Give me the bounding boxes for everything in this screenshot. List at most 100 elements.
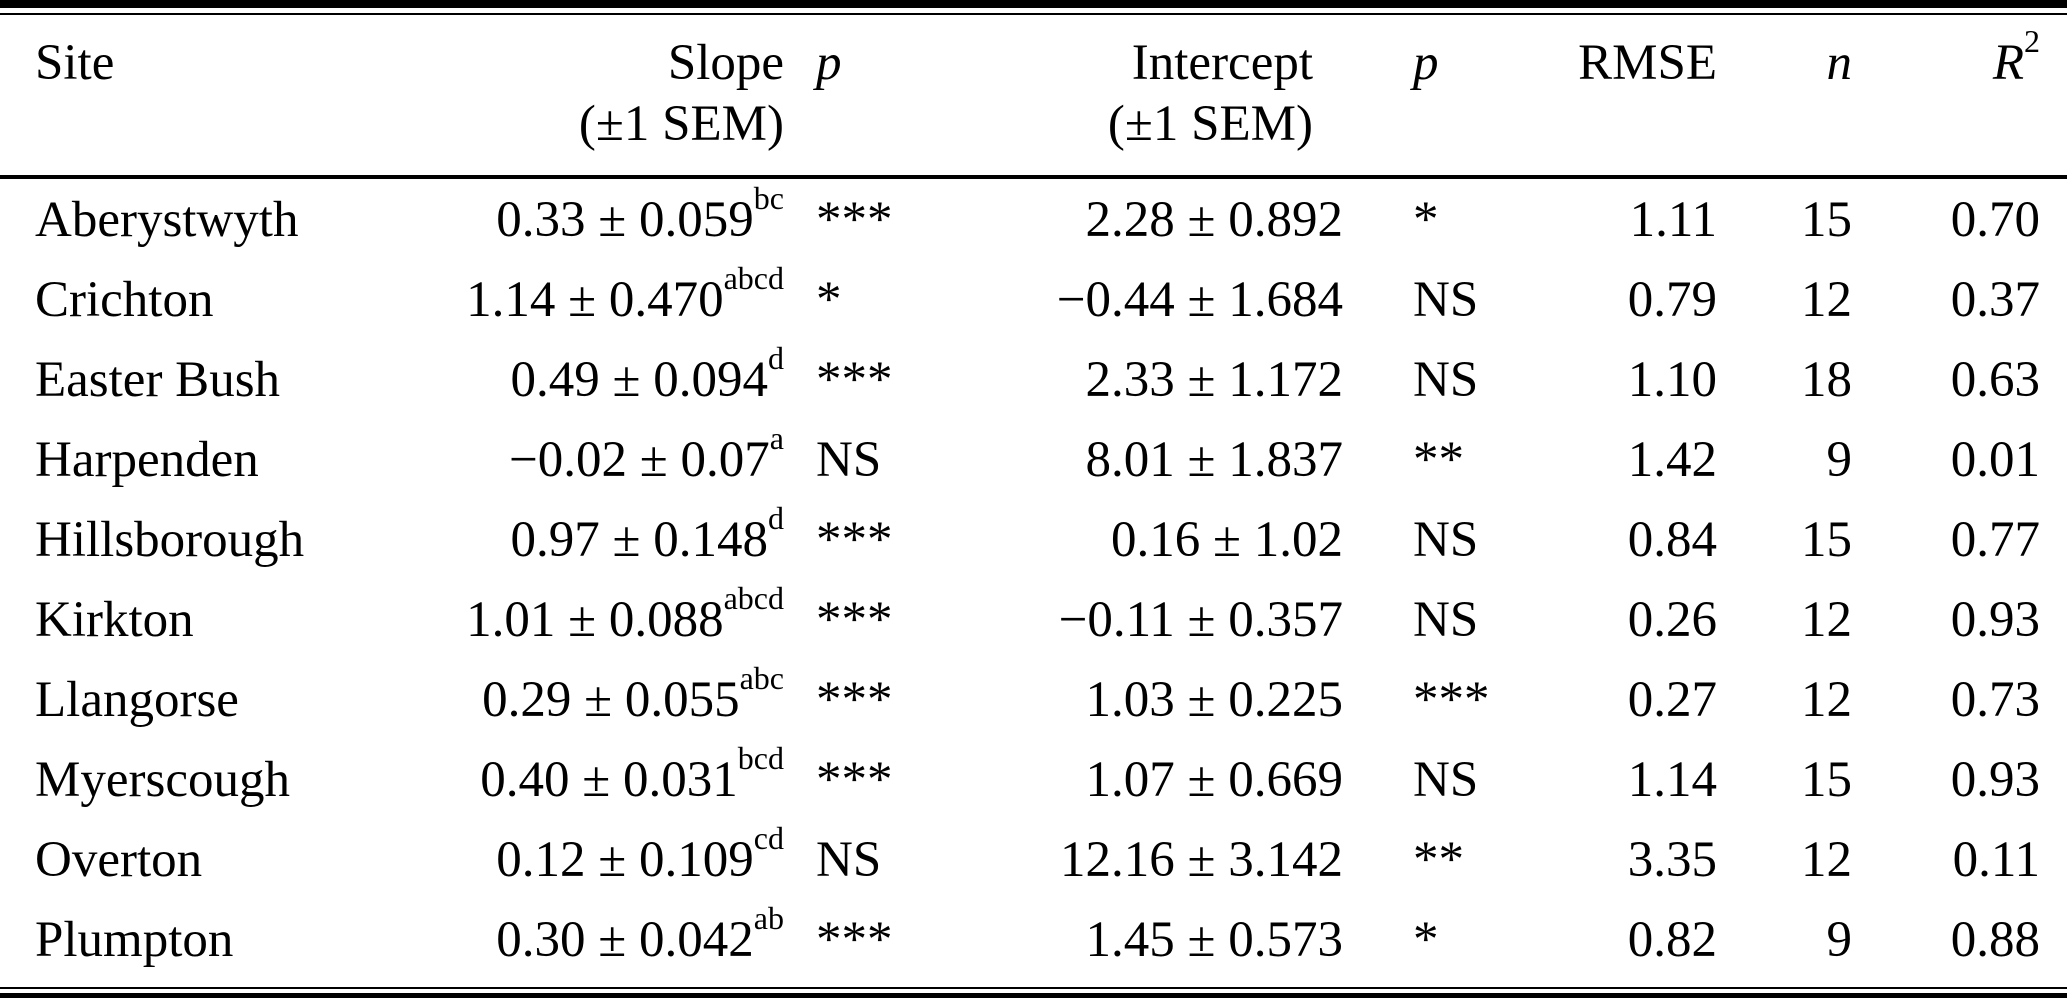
cell-n: 12: [1801, 832, 1852, 888]
table-row: Aberystwyth 0.33 ± 0.059bc *** 2.28 ± 0.…: [0, 177, 2067, 263]
slope-value: 0.40 ± 0.031: [480, 752, 738, 808]
slope-superscript: ab: [753, 900, 784, 936]
cell-slope: 0.49 ± 0.094d: [380, 340, 790, 423]
header-row: Site Slope (±1 SEM) p Intercept (±1 SEM)…: [0, 15, 2067, 179]
slope-value: 0.49 ± 0.094: [510, 352, 769, 408]
cell-r2: 0.01: [1950, 432, 2040, 488]
cell-n: 9: [1826, 432, 1853, 488]
cell-intercept-p: ***: [1413, 672, 1490, 728]
cell-intercept-p: *: [1413, 192, 1439, 248]
column-header-site: Site: [0, 15, 380, 179]
table-row: Harpenden −0.02 ± 0.07a NS 8.01 ± 1.837 …: [0, 420, 2067, 503]
slope-value: −0.02 ± 0.07: [509, 432, 770, 488]
column-header-slope-p: p: [790, 15, 990, 179]
cell-intercept-p: NS: [1413, 272, 1479, 328]
cell-rmse: 0.79: [1627, 272, 1717, 328]
cell-slope-p: ***: [816, 512, 893, 568]
column-header-n: n: [1725, 15, 1860, 179]
slope-superscript: abcd: [723, 580, 784, 616]
cell-intercept-p: NS: [1413, 352, 1479, 408]
table-row: Plumpton 0.30 ± 0.042ab *** 1.45 ± 0.573…: [0, 900, 2067, 987]
cell-r2: 0.93: [1950, 752, 2040, 808]
cell-intercept: 1.07 ± 0.669: [1085, 752, 1344, 808]
cell-intercept: 8.01 ± 1.837: [1085, 432, 1344, 488]
table-row: Myerscough 0.40 ± 0.031bcd *** 1.07 ± 0.…: [0, 740, 2067, 823]
cell-slope-p: ***: [816, 592, 893, 648]
slope-superscript: bcd: [737, 740, 784, 776]
cell-rmse: 1.10: [1627, 352, 1717, 408]
cell-site: Harpenden: [35, 432, 259, 488]
cell-r2: 0.93: [1950, 592, 2040, 648]
cell-slope-p: *: [816, 272, 842, 328]
cell-slope: 0.33 ± 0.059bc: [380, 177, 790, 263]
cell-r2: 0.73: [1950, 672, 2040, 728]
table-row: Easter Bush 0.49 ± 0.094d *** 2.33 ± 1.1…: [0, 340, 2067, 423]
cell-rmse: 3.35: [1627, 832, 1717, 888]
cell-site: Plumpton: [35, 912, 234, 968]
cell-r2: 0.63: [1950, 352, 2040, 408]
cell-site: Easter Bush: [35, 352, 281, 408]
cell-n: 12: [1801, 672, 1852, 728]
cell-intercept-p: NS: [1413, 592, 1479, 648]
cell-n: 12: [1801, 592, 1852, 648]
slope-value: 0.97 ± 0.148: [510, 512, 769, 568]
column-header-intercept: Intercept (±1 SEM): [990, 15, 1343, 179]
cell-intercept: 2.33 ± 1.172: [1085, 352, 1344, 408]
slope-superscript: cd: [753, 820, 784, 856]
table-row: Kirkton 1.01 ± 0.088abcd *** −0.11 ± 0.3…: [0, 580, 2067, 663]
slope-value: 1.14 ± 0.470: [466, 272, 724, 328]
slope-superscript: d: [768, 500, 784, 536]
cell-slope: −0.02 ± 0.07a: [380, 420, 790, 503]
cell-slope-p: ***: [816, 192, 893, 248]
cell-slope: 0.97 ± 0.148d: [380, 500, 790, 583]
cell-slope-p: ***: [816, 352, 893, 408]
cell-site: Llangorse: [35, 672, 239, 728]
cell-intercept-p: **: [1413, 832, 1464, 888]
cell-intercept: −0.11 ± 0.357: [1058, 592, 1343, 648]
cell-n: 15: [1801, 192, 1852, 248]
column-header-rmse: RMSE: [1560, 15, 1725, 179]
slope-superscript: abc: [739, 660, 784, 696]
top-rule-thick: [0, 0, 2067, 8]
cell-rmse: 0.84: [1627, 512, 1717, 568]
cell-site: Crichton: [35, 272, 214, 328]
cell-intercept: 1.03 ± 0.225: [1085, 672, 1344, 728]
column-header-intercept-line2: (±1 SEM): [1107, 96, 1313, 152]
cell-site: Aberystwyth: [35, 192, 299, 248]
column-header-slope: Slope (±1 SEM): [380, 15, 790, 179]
cell-slope: 0.40 ± 0.031bcd: [380, 740, 790, 823]
bottom-rule-thick: [0, 993, 2067, 998]
cell-site: Hillsborough: [35, 512, 305, 568]
cell-slope-p: ***: [816, 912, 893, 968]
slope-value: 0.29 ± 0.055: [482, 672, 740, 728]
cell-r2: 0.70: [1950, 192, 2040, 248]
cell-intercept: −0.44 ± 1.684: [1056, 272, 1343, 328]
cell-n: 12: [1801, 272, 1852, 328]
cell-rmse: 1.14: [1627, 752, 1717, 808]
column-header-r2-base: R: [1992, 35, 2024, 91]
slope-value: 1.01 ± 0.088: [466, 592, 724, 648]
column-header-slope-line2: (±1 SEM): [578, 96, 784, 152]
cell-slope: 1.01 ± 0.088abcd: [380, 580, 790, 663]
cell-site: Overton: [35, 832, 203, 888]
cell-rmse: 1.11: [1629, 192, 1717, 248]
column-header-intercept-line1: Intercept: [1131, 35, 1313, 91]
cell-intercept: 0.16 ± 1.02: [1111, 512, 1343, 568]
slope-value: 0.12 ± 0.109: [496, 832, 754, 888]
cell-slope: 1.14 ± 0.470abcd: [380, 260, 790, 343]
cell-slope: 0.12 ± 0.109cd: [380, 820, 790, 903]
cell-slope-p: ***: [816, 672, 893, 728]
cell-r2: 0.37: [1950, 272, 2040, 328]
cell-n: 18: [1801, 352, 1852, 408]
cell-n: 15: [1801, 752, 1852, 808]
cell-rmse: 0.82: [1627, 912, 1717, 968]
slope-superscript: abcd: [723, 260, 784, 296]
table-row: Hillsborough 0.97 ± 0.148d *** 0.16 ± 1.…: [0, 500, 2067, 583]
cell-n: 9: [1826, 912, 1853, 968]
column-header-r2-exponent: 2: [2024, 23, 2040, 59]
cell-intercept: 12.16 ± 3.142: [1060, 832, 1343, 888]
column-header-r2: R2: [1860, 15, 2067, 179]
column-header-n-label: n: [1826, 35, 1853, 91]
column-header-site-label: Site: [35, 35, 115, 91]
cell-intercept-p: **: [1413, 432, 1464, 488]
